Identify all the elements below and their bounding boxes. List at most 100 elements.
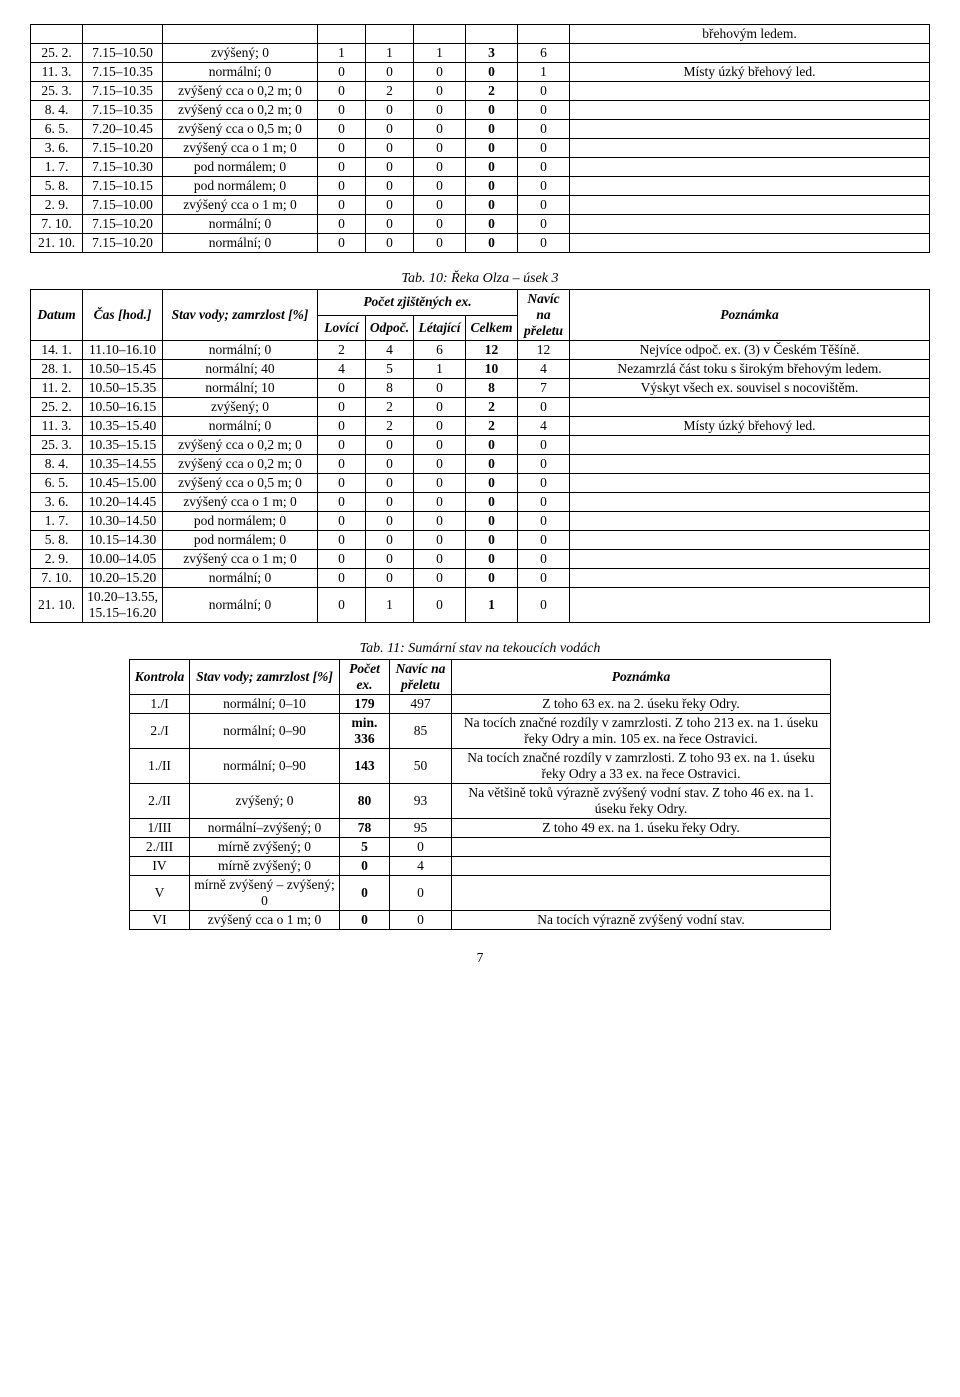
- table-cell: 0: [466, 139, 518, 158]
- table-cell: Místy úzký břehový led.: [570, 63, 930, 82]
- table-cell: normální; 0: [163, 341, 318, 360]
- table-cell: 7.15–10.20: [83, 215, 163, 234]
- table-row: 3. 6.7.15–10.20zvýšený cca o 1 m; 000000: [31, 139, 930, 158]
- table-cell: 0: [466, 512, 518, 531]
- table-cell: normální; 0: [163, 215, 318, 234]
- table-cell: 7.15–10.35: [83, 82, 163, 101]
- table-cell: 6: [518, 44, 570, 63]
- table-cell: [570, 550, 930, 569]
- col-header: Kontrola: [130, 660, 190, 695]
- table-cell: 93: [390, 784, 452, 819]
- table-row: 1. 7.10.30–14.50pod normálem; 000000: [31, 512, 930, 531]
- table-cell: 2: [466, 82, 518, 101]
- table-cell: [366, 25, 414, 44]
- table-cell: 2: [318, 341, 366, 360]
- table-cell: [570, 493, 930, 512]
- table-cell: 0: [414, 101, 466, 120]
- table-cell: 2./II: [130, 784, 190, 819]
- table-cell: [570, 588, 930, 623]
- table-cell: 0: [414, 417, 466, 436]
- col-header: Čas [hod.]: [83, 290, 163, 341]
- table-cell: 4: [518, 417, 570, 436]
- table-cell: [570, 398, 930, 417]
- table-cell: 0: [518, 550, 570, 569]
- table-row: 14. 1.11.10–16.10normální; 02461212Nejví…: [31, 341, 930, 360]
- table-cell: 0: [466, 196, 518, 215]
- table-cell: 0: [318, 569, 366, 588]
- table-cell: 0: [318, 379, 366, 398]
- table-cell: pod normálem; 0: [163, 512, 318, 531]
- table-cell: 0: [366, 493, 414, 512]
- table-row: 21. 10.10.20–13.55, 15.15–16.20normální;…: [31, 588, 930, 623]
- table-cell: 0: [518, 177, 570, 196]
- table-cell: 0: [466, 234, 518, 253]
- table-cell: 0: [414, 177, 466, 196]
- table-cell: 179: [340, 695, 390, 714]
- table-cell: 0: [366, 158, 414, 177]
- col-header: Počet zjištěných ex.: [318, 290, 518, 316]
- table-cell: [570, 569, 930, 588]
- caption-tab11: Tab. 11: Sumární stav na tekoucích vodác…: [30, 641, 930, 657]
- table-cell: 0: [366, 531, 414, 550]
- table-header-row: DatumČas [hod.]Stav vody; zamrzlost [%]P…: [31, 290, 930, 316]
- table-cell: 25. 3.: [31, 82, 83, 101]
- table-cell: 1/III: [130, 819, 190, 838]
- table-row: 11. 3.7.15–10.35normální; 000001Místy úz…: [31, 63, 930, 82]
- table-cell: [318, 25, 366, 44]
- table-cell: 1: [366, 588, 414, 623]
- table-cell: 0: [366, 234, 414, 253]
- table-cell: 0: [318, 101, 366, 120]
- table-cell: 1: [414, 360, 466, 379]
- table-cell: 0: [518, 493, 570, 512]
- table-cell: 0: [466, 569, 518, 588]
- table-cell: 0: [518, 82, 570, 101]
- table-cell: 0: [414, 569, 466, 588]
- table-cell: 0: [366, 196, 414, 215]
- table-cell: 25. 2.: [31, 44, 83, 63]
- table-cell: 7: [518, 379, 570, 398]
- table-row: 11. 2.10.50–15.35normální; 1008087Výskyt…: [31, 379, 930, 398]
- table-cell: zvýšený; 0: [163, 398, 318, 417]
- table-cell: 0: [518, 398, 570, 417]
- table-cell: 7.15–10.20: [83, 139, 163, 158]
- table-row: 1./Inormální; 0–10179497Z toho 63 ex. na…: [130, 695, 831, 714]
- table-cell: zvýšený cca o 0,2 m; 0: [163, 455, 318, 474]
- table-cell: 0: [414, 120, 466, 139]
- table-cell: IV: [130, 857, 190, 876]
- table-cell: normální; 0: [163, 588, 318, 623]
- table-cell: normální; 40: [163, 360, 318, 379]
- table-cell: 0: [318, 158, 366, 177]
- table-cell: 10.35–14.55: [83, 455, 163, 474]
- table-cell: zvýšený; 0: [190, 784, 340, 819]
- table-cell: normální; 0: [163, 63, 318, 82]
- table-cell: zvýšený cca o 0,2 m; 0: [163, 436, 318, 455]
- table-cell: 1: [366, 44, 414, 63]
- table-row: 2. 9.7.15–10.00zvýšený cca o 1 m; 000000: [31, 196, 930, 215]
- table-cell: 10.00–14.05: [83, 550, 163, 569]
- col-header: Celkem: [466, 315, 518, 341]
- table-cell: zvýšený cca o 1 m; 0: [163, 139, 318, 158]
- table-cell: 0: [318, 455, 366, 474]
- table-cell: 2. 9.: [31, 550, 83, 569]
- table-cell: Na tocích výrazně zvýšený vodní stav.: [452, 911, 831, 930]
- table-cell: zvýšený cca o 0,2 m; 0: [163, 101, 318, 120]
- table-cell: VI: [130, 911, 190, 930]
- table-cell: 0: [466, 436, 518, 455]
- table-cell: 1: [466, 588, 518, 623]
- table-cell: [518, 25, 570, 44]
- table-cell: normální; 0–90: [190, 714, 340, 749]
- table-cell: Z toho 49 ex. na 1. úseku řeky Odry.: [452, 819, 831, 838]
- table-cell: min. 336: [340, 714, 390, 749]
- table-cell: 7.15–10.35: [83, 63, 163, 82]
- table-row: 11. 3.10.35–15.40normální; 002024Místy ú…: [31, 417, 930, 436]
- table-row: 2./IIImírně zvýšený; 050: [130, 838, 831, 857]
- table-cell: 12: [466, 341, 518, 360]
- table-row: 25. 2.10.50–16.15zvýšený; 002020: [31, 398, 930, 417]
- table-cell: 0: [414, 531, 466, 550]
- table-cell: normální; 0: [163, 417, 318, 436]
- table-cell: 10.20–13.55, 15.15–16.20: [83, 588, 163, 623]
- table-cell: [452, 857, 831, 876]
- table-cell: 5: [366, 360, 414, 379]
- table-cell: 0: [466, 215, 518, 234]
- table-cell: 1: [318, 44, 366, 63]
